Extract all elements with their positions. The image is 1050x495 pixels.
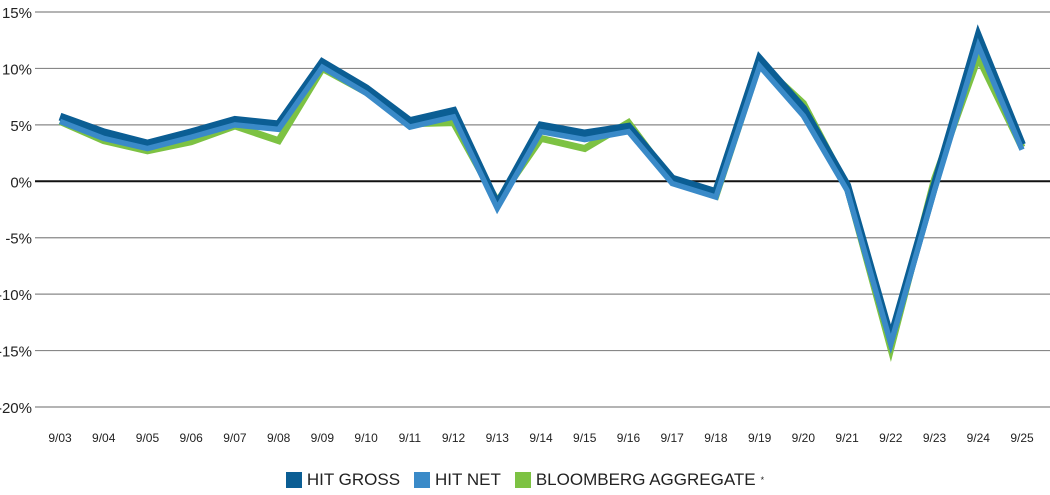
x-tick-label: 9/06	[180, 431, 204, 445]
x-tick-label: 9/08	[267, 431, 291, 445]
x-tick-label: 9/17	[661, 431, 685, 445]
y-tick-label: -15%	[0, 344, 32, 361]
x-tick-label: 9/14	[529, 431, 553, 445]
legend-item-bloomberg: BLOOMBERG AGGREGATE *	[514, 470, 765, 490]
legend: HIT GROSS HIT NET BLOOMBERG AGGREGATE *	[0, 470, 1050, 490]
x-tick-label: 9/22	[879, 431, 903, 445]
x-tick-label: 9/10	[354, 431, 378, 445]
x-tick-label: 9/18	[704, 431, 728, 445]
y-tick-label: -10%	[0, 287, 32, 304]
y-tick-label: -5%	[5, 231, 32, 248]
legend-item-hit-net: HIT NET	[414, 470, 501, 490]
y-tick-label: 5%	[10, 118, 32, 135]
y-tick-label: -20%	[0, 400, 32, 417]
x-tick-label: 9/20	[792, 431, 816, 445]
legend-footnote-mark: *	[760, 475, 765, 485]
x-tick-label: 9/19	[748, 431, 772, 445]
x-tick-label: 9/03	[48, 431, 72, 445]
x-tick-label: 9/07	[223, 431, 247, 445]
x-tick-label: 9/25	[1010, 431, 1034, 445]
x-tick-label: 9/05	[136, 431, 160, 445]
x-tick-label: 9/16	[617, 431, 641, 445]
hit-gross-swatch	[285, 472, 302, 488]
x-tick-label: 9/12	[442, 431, 466, 445]
legend-label: HIT GROSS	[306, 470, 401, 489]
legend-label: HIT NET	[435, 470, 501, 489]
line-chart: 15% 10% 5% 0% -5% -10% -15% -20% 9/03 9/04 9/05 9/0…	[0, 5, 1050, 445]
series-line-hit-net	[59, 37, 1025, 354]
bloomberg-swatch	[514, 472, 531, 488]
y-tick-label: 0%	[10, 174, 32, 191]
x-tick-label: 9/13	[486, 431, 510, 445]
x-tick-label: 9/09	[311, 431, 335, 445]
x-tick-label: 9/04	[92, 431, 116, 445]
legend-item-hit-gross: HIT GROSS	[285, 470, 401, 490]
x-tick-label: 9/21	[835, 431, 859, 445]
hit-net-swatch	[414, 472, 431, 488]
y-tick-label: 15%	[2, 5, 32, 22]
x-tick-label: 9/15	[573, 431, 597, 445]
legend-label: BLOOMBERG AGGREGATE	[535, 470, 756, 489]
x-tick-label: 9/23	[923, 431, 947, 445]
y-tick-label: 10%	[2, 61, 32, 78]
x-tick-label: 9/24	[967, 431, 991, 445]
x-tick-label: 9/11	[399, 431, 422, 445]
